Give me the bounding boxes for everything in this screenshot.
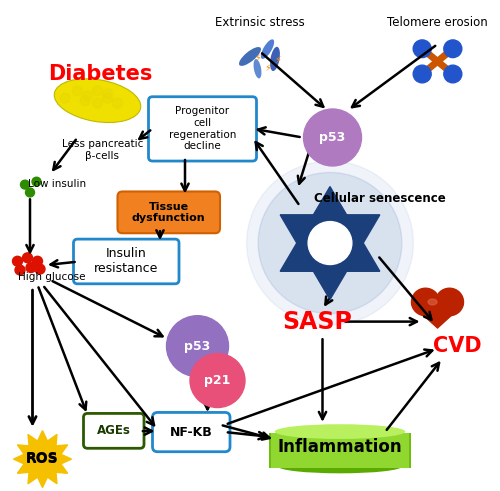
Polygon shape [14, 431, 72, 488]
Circle shape [22, 253, 32, 263]
Text: CVD: CVD [433, 336, 482, 356]
Ellipse shape [278, 460, 402, 473]
Text: Insulin
resistance: Insulin resistance [94, 247, 158, 275]
Text: ⚡: ⚡ [264, 62, 271, 72]
Text: NF-KB: NF-KB [170, 426, 212, 438]
Ellipse shape [261, 39, 274, 59]
Circle shape [26, 188, 35, 197]
Circle shape [258, 172, 402, 314]
Text: ⚡: ⚡ [254, 53, 261, 63]
Circle shape [166, 316, 228, 377]
Text: Cellular senescence: Cellular senescence [314, 192, 446, 205]
Circle shape [32, 256, 42, 266]
Circle shape [82, 91, 92, 101]
Circle shape [112, 98, 122, 108]
FancyBboxPatch shape [152, 412, 230, 452]
Circle shape [26, 263, 36, 273]
Polygon shape [412, 304, 464, 328]
Circle shape [190, 354, 245, 408]
Circle shape [444, 65, 462, 83]
Circle shape [413, 65, 431, 83]
Circle shape [444, 40, 462, 57]
FancyBboxPatch shape [118, 191, 220, 233]
FancyBboxPatch shape [74, 239, 179, 284]
Circle shape [412, 288, 440, 316]
Text: Progenitor
cell
regeneration
decline: Progenitor cell regeneration decline [169, 107, 236, 151]
Circle shape [12, 256, 22, 266]
Circle shape [413, 40, 431, 57]
Text: High glucose: High glucose [18, 273, 85, 282]
Ellipse shape [274, 424, 406, 439]
Polygon shape [280, 187, 380, 272]
Text: Extrinsic stress: Extrinsic stress [215, 16, 305, 28]
FancyBboxPatch shape [271, 433, 409, 468]
Circle shape [15, 265, 25, 275]
Text: p21: p21 [204, 374, 231, 387]
Circle shape [80, 96, 90, 106]
Text: ROS: ROS [26, 452, 59, 466]
Circle shape [304, 109, 362, 166]
Ellipse shape [270, 47, 280, 71]
Circle shape [102, 93, 113, 103]
Polygon shape [280, 215, 380, 300]
Text: Low insulin: Low insulin [28, 179, 86, 189]
Circle shape [308, 221, 352, 265]
FancyBboxPatch shape [148, 97, 256, 161]
Text: ⚡: ⚡ [274, 55, 281, 65]
FancyBboxPatch shape [269, 433, 271, 468]
Circle shape [60, 93, 70, 103]
FancyBboxPatch shape [84, 413, 144, 448]
Text: Inflammation: Inflammation [278, 438, 402, 456]
Circle shape [436, 288, 464, 316]
Text: Telomere erosion: Telomere erosion [387, 16, 488, 28]
Text: Tissue
dysfunction: Tissue dysfunction [132, 202, 206, 223]
Circle shape [20, 180, 30, 189]
Text: p53: p53 [320, 131, 345, 144]
Text: SASP: SASP [282, 310, 352, 333]
Text: Diabetes: Diabetes [48, 64, 152, 83]
Ellipse shape [428, 299, 437, 305]
Text: ROS: ROS [26, 451, 59, 465]
Circle shape [92, 86, 102, 96]
Text: Less pancreatic
β-cells: Less pancreatic β-cells [62, 139, 143, 161]
Circle shape [72, 86, 83, 96]
FancyBboxPatch shape [409, 433, 412, 468]
Circle shape [92, 98, 102, 108]
Circle shape [35, 264, 45, 274]
Ellipse shape [254, 59, 262, 79]
Circle shape [246, 161, 414, 325]
Ellipse shape [54, 79, 140, 123]
Circle shape [32, 177, 41, 186]
Ellipse shape [239, 47, 261, 66]
Text: AGEs: AGEs [97, 424, 130, 437]
Text: p53: p53 [184, 340, 210, 353]
Circle shape [102, 88, 113, 98]
